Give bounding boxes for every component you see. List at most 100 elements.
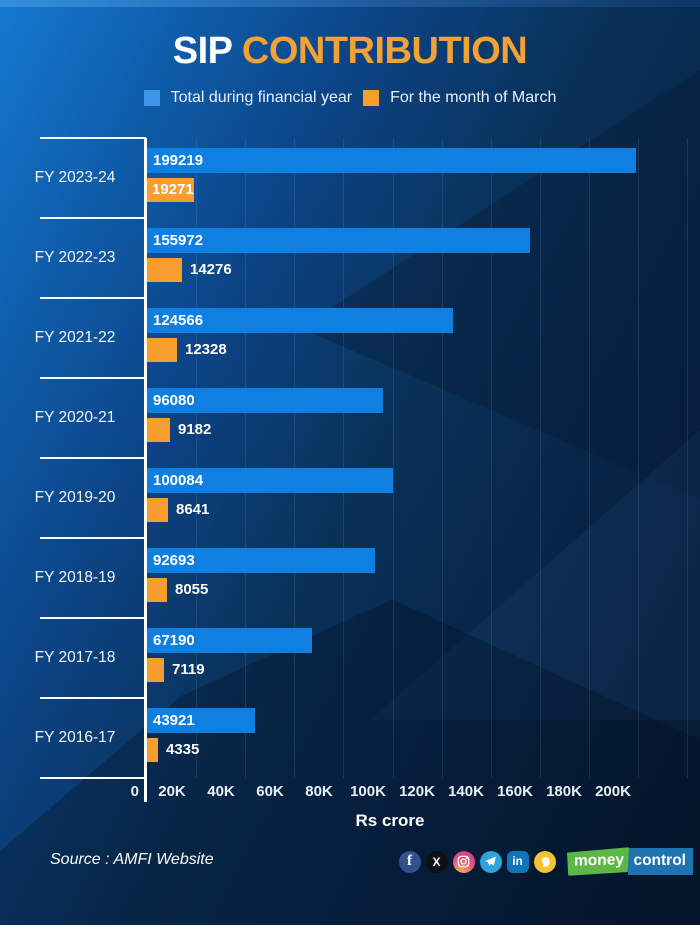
- chart-row: FY 2021-22 124566 12328: [0, 297, 700, 378]
- total-bar: [147, 388, 383, 413]
- march-value-label: 7119: [172, 661, 205, 678]
- total-value-label: 100084: [153, 472, 204, 489]
- y-axis-line: [144, 138, 147, 802]
- total-value-label: 67190: [153, 632, 195, 649]
- gridline: [196, 138, 197, 778]
- logo-money: money: [567, 847, 629, 876]
- total-bar: [147, 708, 255, 733]
- march-value-label: 9182: [178, 421, 212, 438]
- gridline: [638, 138, 639, 778]
- paper-plane-glyph: [485, 856, 496, 866]
- march-bar: [147, 658, 164, 682]
- category-label: FY 2016-17: [34, 729, 116, 746]
- total-bar: [147, 228, 530, 253]
- footer: Source : AMFI Website f X in: [0, 845, 700, 885]
- total-bar: [147, 628, 312, 653]
- horizontal-bar-chart: FY 2023-24 199219 19271 FY 2022-23 155972 142…: [0, 137, 700, 838]
- march-bar: [147, 338, 177, 362]
- march-bar: [147, 738, 158, 762]
- category-label: FY 2021-22: [34, 329, 116, 346]
- march-value-label: 19271: [152, 181, 194, 198]
- x-tick-label: 120K: [399, 783, 435, 800]
- x-tick-label: 80K: [305, 783, 333, 800]
- linkedin-icon[interactable]: in: [506, 850, 529, 873]
- source-text: Source : AMFI Website: [50, 851, 214, 868]
- total-value-label: 124566: [153, 312, 204, 329]
- x-tick-label: 100K: [350, 783, 386, 800]
- total-value-label: 92693: [153, 552, 195, 569]
- x-tick-label: 180K: [546, 783, 582, 800]
- social-links: f X in mone: [398, 847, 693, 876]
- x-tick-label: 40K: [207, 783, 235, 800]
- x-tick-label: 160K: [497, 783, 533, 800]
- chart-row: FY 2022-23 155972 14276: [0, 217, 700, 298]
- category-label: FY 2022-23: [34, 249, 116, 266]
- category-tick-line: [40, 697, 146, 699]
- march-value-label: 8641: [176, 501, 210, 518]
- category-label: FY 2020-21: [34, 409, 116, 426]
- top-accent-strip: [0, 0, 700, 7]
- x-tick-label: 200K: [595, 783, 631, 800]
- march-bar: [147, 258, 182, 282]
- category-tick-line: [40, 217, 146, 219]
- category-label: FY 2023-24: [34, 169, 116, 186]
- x-tick-label: 0: [130, 783, 139, 800]
- moneycontrol-logo[interactable]: money control: [567, 847, 693, 876]
- total-value-label: 155972: [153, 232, 204, 249]
- gridline: [491, 138, 492, 778]
- x-tick-label: 140K: [448, 783, 484, 800]
- march-bar: [147, 578, 167, 602]
- camera-glyph: [457, 855, 470, 868]
- telegram-icon[interactable]: [479, 850, 502, 873]
- march-value-label: 12328: [185, 341, 227, 358]
- title-contribution: CONTRIBUTION: [241, 30, 528, 72]
- march-value-label: 14276: [190, 261, 232, 278]
- category-tick-line: [40, 457, 146, 459]
- march-value-label: 4335: [166, 741, 200, 758]
- category-label: FY 2019-20: [34, 489, 116, 506]
- chart-legend: Total during financial year For the mont…: [0, 89, 700, 107]
- gridline: [540, 138, 541, 778]
- total-value-label: 96080: [153, 392, 195, 409]
- axis-bottom-tick-line: [40, 777, 146, 779]
- total-value-label: 199219: [153, 152, 204, 169]
- category-tick-line: [40, 137, 146, 139]
- legend-swatch-total: [143, 90, 160, 106]
- category-tick-line: [40, 297, 146, 299]
- category-tick-line: [40, 537, 146, 539]
- gridline: [245, 138, 246, 778]
- gridline: [393, 138, 394, 778]
- title-sip: SIP: [172, 30, 233, 72]
- instagram-icon[interactable]: [452, 850, 475, 873]
- category-label: FY 2018-19: [34, 569, 116, 586]
- total-bar: [147, 308, 453, 333]
- gridline: [442, 138, 443, 778]
- total-bar: [147, 148, 636, 173]
- chart-row: FY 2018-19 92693 8055: [0, 537, 700, 618]
- x-twitter-icon[interactable]: X: [425, 850, 448, 873]
- chart-row: FY 2016-17 43921 4335: [0, 697, 700, 778]
- chart-row: FY 2019-20 100084 8641: [0, 457, 700, 538]
- page-title: SIP CONTRIBUTION: [0, 30, 700, 73]
- gridline: [589, 138, 590, 778]
- march-value-label: 8055: [175, 581, 209, 598]
- x-axis-label: Rs crore: [355, 811, 425, 830]
- gridline: [343, 138, 344, 778]
- bird-glyph: [541, 856, 549, 867]
- category-tick-line: [40, 617, 146, 619]
- march-bar: [147, 178, 194, 202]
- total-bar: [147, 468, 393, 493]
- gridline: [294, 138, 295, 778]
- total-value-label: 43921: [153, 712, 195, 729]
- x-tick-label: 60K: [256, 783, 284, 800]
- legend-swatch-march: [363, 90, 380, 106]
- march-bar: [147, 418, 170, 442]
- legend-label-march: For the month of March: [390, 89, 557, 106]
- chart-row: FY 2023-24 199219 19271: [0, 137, 700, 218]
- category-label: FY 2017-18: [34, 649, 116, 666]
- gridline: [687, 138, 688, 778]
- facebook-icon[interactable]: f: [398, 850, 421, 873]
- logo-control: control: [628, 848, 693, 875]
- koo-icon[interactable]: [533, 850, 556, 873]
